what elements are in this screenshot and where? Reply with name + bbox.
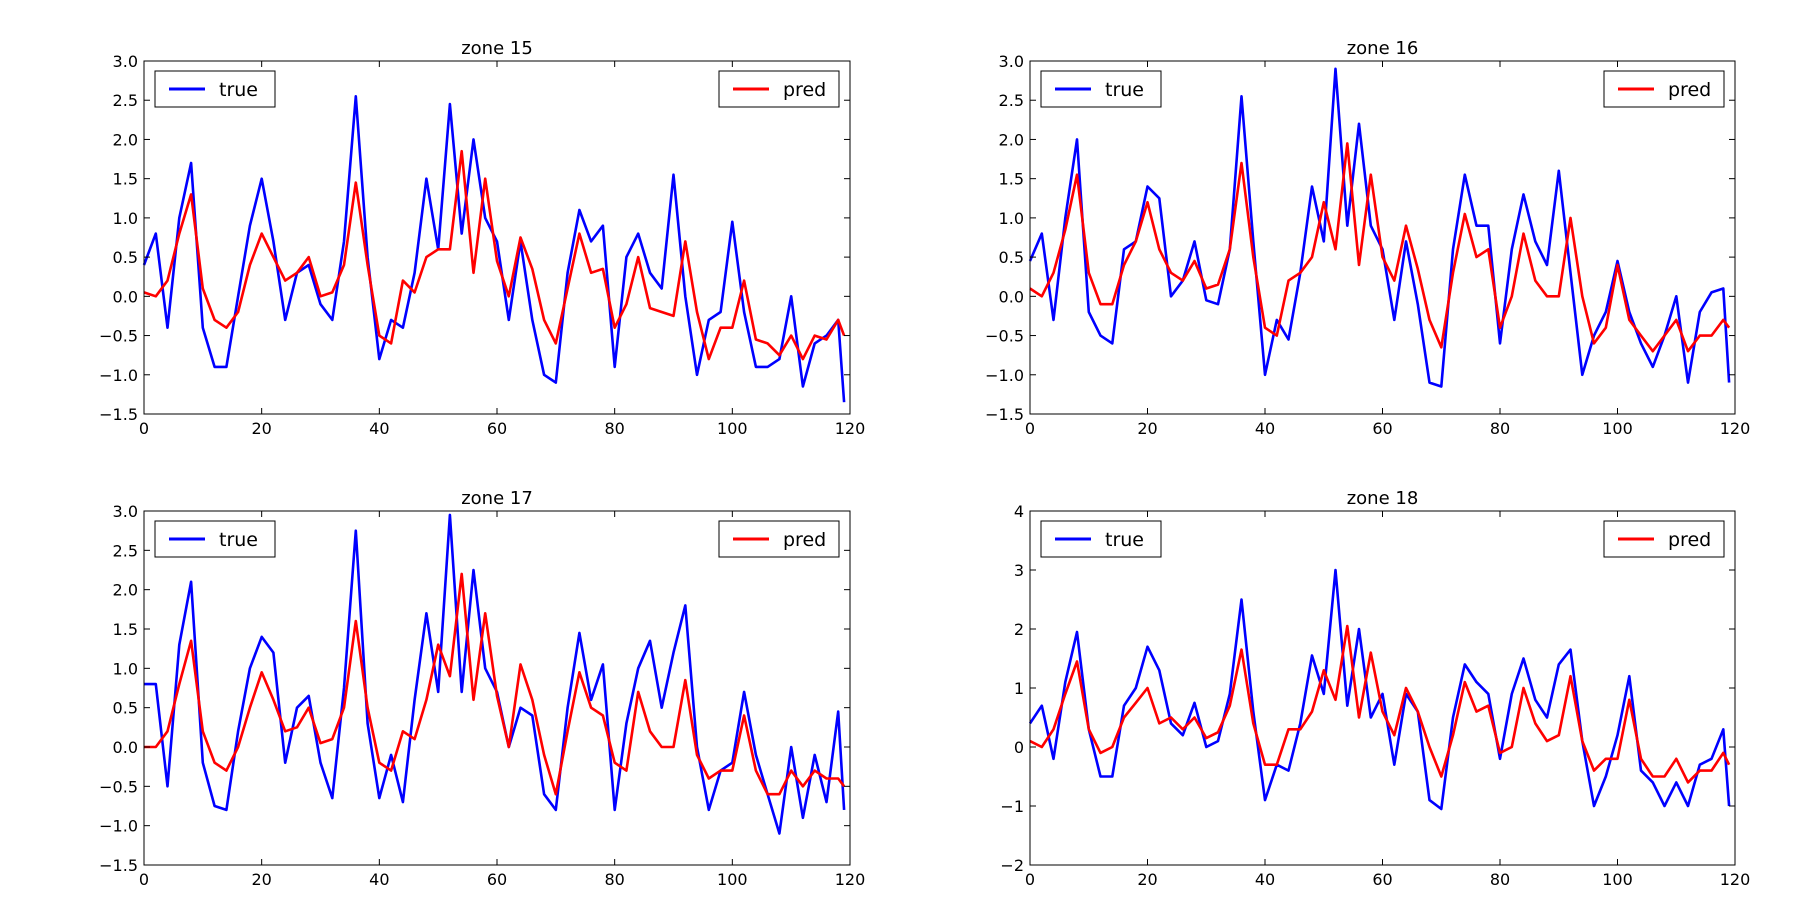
x-tick-label: 40 xyxy=(1255,870,1275,889)
y-tick-label: 0.5 xyxy=(999,248,1024,267)
x-tick-label: 60 xyxy=(487,419,507,438)
x-tick-label: 0 xyxy=(139,419,149,438)
y-tick-label: 4 xyxy=(1014,502,1024,521)
y-tick-label: 2.0 xyxy=(113,130,138,149)
y-tick-label: 1.5 xyxy=(999,170,1024,189)
y-tick-label: 3.0 xyxy=(999,52,1024,71)
x-tick-label: 100 xyxy=(1602,419,1633,438)
y-tick-label: 1.5 xyxy=(113,170,138,189)
x-tick-label: 60 xyxy=(1372,419,1392,438)
legend-true: true xyxy=(1040,70,1162,108)
series-line-true xyxy=(142,95,846,403)
y-tick-label: −0.5 xyxy=(985,327,1024,346)
legend-pred: pred xyxy=(1603,70,1725,108)
y-tick-label: 0.0 xyxy=(999,287,1024,306)
series-line-pred xyxy=(143,149,846,361)
x-tick-label: 40 xyxy=(369,870,389,889)
y-tick-label: −0.5 xyxy=(99,777,138,796)
legend-label: true xyxy=(219,529,258,551)
y-tick-label: 3 xyxy=(1014,561,1024,580)
x-tick-label: 20 xyxy=(1137,419,1157,438)
legend-label: true xyxy=(1105,79,1144,101)
y-tick-label: −1.5 xyxy=(99,405,138,424)
y-tick-label: 3.0 xyxy=(113,52,138,71)
x-tick-label: 0 xyxy=(1025,870,1035,889)
legend-true: true xyxy=(154,70,276,108)
legend-label: pred xyxy=(783,79,826,101)
x-tick-label: 120 xyxy=(1720,870,1751,889)
chart-panel-1: zone 15 0 20 40 60 80 100 120 −1.5 −1.0 −0.5 0.0 0.5… xyxy=(99,38,865,438)
x-tick-label: 60 xyxy=(487,870,507,889)
chart-title: zone 15 xyxy=(461,38,533,59)
y-tick-label: 2.5 xyxy=(113,541,138,560)
y-tick-label: 2 xyxy=(1014,620,1024,639)
y-tick-label: −1.0 xyxy=(985,366,1024,385)
legend-label: pred xyxy=(783,529,826,551)
y-tick-label: −0.5 xyxy=(99,327,138,346)
legend-label: pred xyxy=(1668,79,1711,101)
chart-panel-2: zone 16 0 20 40 60 80 100 120 −1.5 −1.0 −0.5 0.0 0.5… xyxy=(985,38,1750,438)
chart-title: zone 16 xyxy=(1347,38,1419,59)
y-tick-label: 2.0 xyxy=(113,581,138,600)
y-tick-label: −1.0 xyxy=(99,817,138,836)
x-tick-label: 80 xyxy=(1490,870,1510,889)
x-tick-label: 120 xyxy=(1720,419,1751,438)
chart-panel-3: zone 17 0 20 40 60 80 100 120 −1.5 −1.0 −0.5 0.0 0.5… xyxy=(99,488,865,889)
legend-pred: pred xyxy=(1603,520,1725,558)
series-line-pred xyxy=(1029,624,1731,784)
chart-title: zone 18 xyxy=(1347,488,1419,509)
series-line-pred xyxy=(1029,142,1731,353)
x-tick-label: 60 xyxy=(1372,870,1392,889)
legend-true: true xyxy=(154,520,276,558)
x-tick-label: 80 xyxy=(1490,419,1510,438)
x-tick-label: 0 xyxy=(139,870,149,889)
y-tick-label: 1.0 xyxy=(999,209,1024,228)
legend-true: true xyxy=(1040,520,1162,558)
y-tick-label: 3.0 xyxy=(113,502,138,521)
y-tick-label: −2 xyxy=(1000,856,1024,875)
x-tick-label: 80 xyxy=(604,870,624,889)
legend-label: true xyxy=(219,79,258,101)
legend-label: true xyxy=(1105,529,1144,551)
x-tick-label: 100 xyxy=(717,870,748,889)
y-tick-label: 0.5 xyxy=(113,699,138,718)
x-tick-label: 80 xyxy=(604,419,624,438)
y-tick-label: −1 xyxy=(1000,797,1024,816)
x-tick-label: 100 xyxy=(717,419,748,438)
y-tick-label: 2.5 xyxy=(999,91,1024,110)
x-tick-label: 120 xyxy=(835,870,866,889)
x-tick-label: 20 xyxy=(251,419,271,438)
x-tick-label: 20 xyxy=(1137,870,1157,889)
x-tick-label: 100 xyxy=(1602,870,1633,889)
y-tick-label: 1 xyxy=(1014,679,1024,698)
y-tick-label: 0 xyxy=(1014,738,1024,757)
y-tick-label: 0.5 xyxy=(113,248,138,267)
y-tick-label: 0.0 xyxy=(113,287,138,306)
x-tick-label: 40 xyxy=(1255,419,1275,438)
legend-pred: pred xyxy=(718,520,840,558)
y-tick-label: 1.0 xyxy=(113,209,138,228)
x-tick-label: 120 xyxy=(835,419,866,438)
y-tick-label: −1.5 xyxy=(99,856,138,875)
series-line-pred xyxy=(144,572,846,796)
y-tick-label: 2.5 xyxy=(113,91,138,110)
y-tick-label: −1.0 xyxy=(99,366,138,385)
y-tick-label: 2.0 xyxy=(999,130,1024,149)
y-tick-label: 0.0 xyxy=(113,738,138,757)
x-tick-label: 40 xyxy=(369,419,389,438)
legend-pred: pred xyxy=(718,70,840,108)
plot-frame xyxy=(143,60,851,415)
legend-label: pred xyxy=(1668,529,1711,551)
series-line-true xyxy=(1028,568,1731,811)
y-tick-label: −1.5 xyxy=(985,405,1024,424)
chart-panel-4: zone 18 0 20 40 60 80 100 120 −2 −1 0 1 2 3 4 true pred xyxy=(1000,488,1750,889)
chart-title: zone 17 xyxy=(461,488,533,509)
x-tick-label: 20 xyxy=(251,870,271,889)
y-tick-label: 1.5 xyxy=(113,620,138,639)
y-tick-label: 1.0 xyxy=(113,659,138,678)
x-tick-label: 0 xyxy=(1025,419,1035,438)
